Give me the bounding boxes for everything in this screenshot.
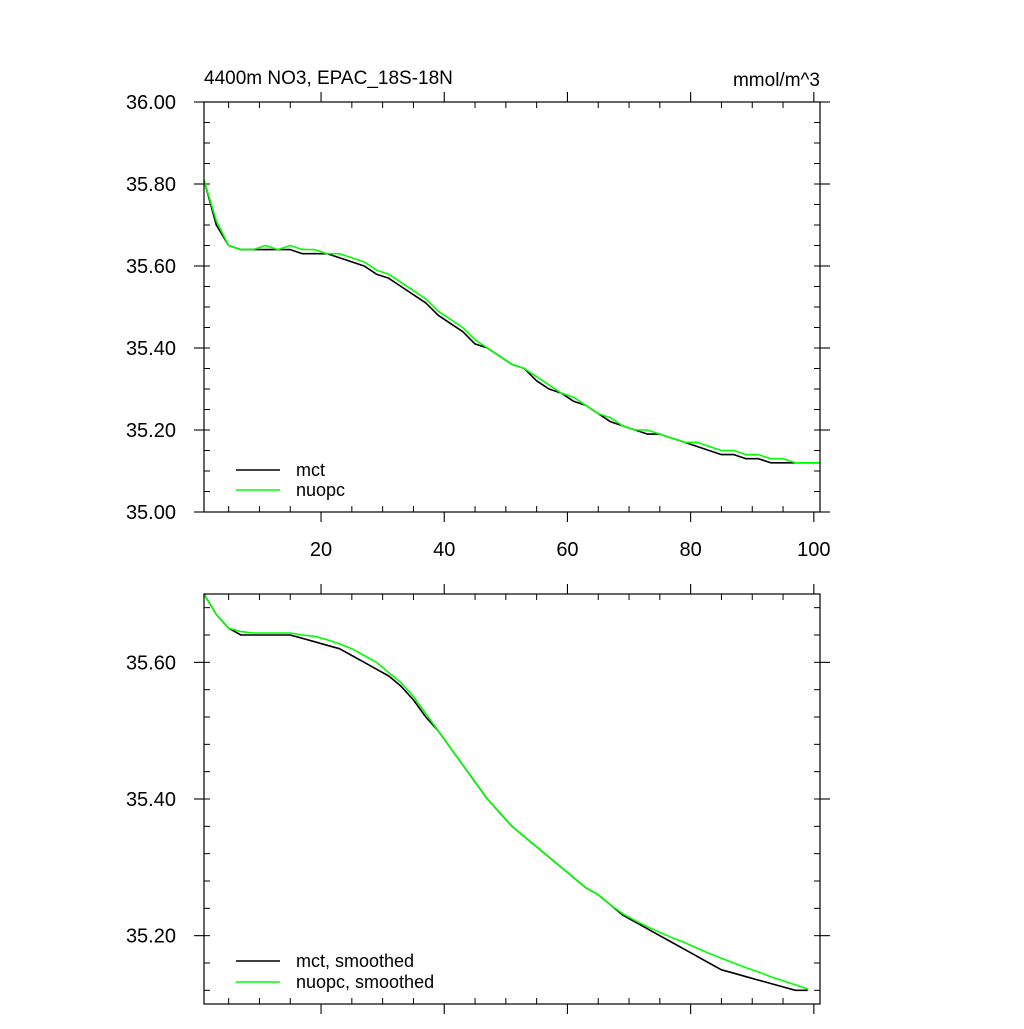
top-panel-tick-labels: 20 40 60 80 100 35.00 35.20 35.40 35.60 35.80 36.0… — [126, 92, 831, 561]
bottom-panel-series — [203, 593, 808, 992]
legend-label-mct-smoothed: mct, smoothed — [296, 951, 414, 971]
y-tick-label: 35.40 — [126, 338, 176, 360]
bottom-panel: 35.20 35.40 35.60 mct, smoothed nuopc, smo… — [126, 584, 830, 1014]
legend-label-nuopc: nuopc — [296, 480, 345, 500]
x-tick-label: 20 — [310, 539, 332, 561]
bottom-panel-tick-labels: 35.20 35.40 35.60 — [126, 584, 830, 1014]
top-panel-units: mmol/m^3 — [733, 70, 820, 91]
y-tick-label: 35.00 — [126, 502, 176, 524]
series-line-nuopc — [203, 179, 820, 464]
x-tick-label: 40 — [433, 539, 455, 561]
top-panel-minor-ticks — [204, 101, 820, 513]
bottom-panel-legend: mct, smoothed nuopc, smoothed — [236, 951, 434, 992]
series-line-nuopc-smoothed — [203, 593, 808, 990]
y-tick-label: 35.20 — [126, 926, 176, 948]
y-tick-label: 35.60 — [126, 652, 176, 674]
bottom-panel-minor-ticks — [204, 594, 820, 1004]
x-tick-label: 100 — [797, 539, 830, 561]
x-tick-label: 60 — [556, 539, 578, 561]
top-panel: 4400m NO3, EPAC_18S-18N mmol/m^3 20 40 60 8… — [126, 68, 831, 561]
series-line-mct-smoothed — [203, 593, 808, 992]
y-tick-label: 36.00 — [126, 92, 176, 114]
legend-label-nuopc-smoothed: nuopc, smoothed — [296, 972, 434, 992]
y-tick-label: 35.20 — [126, 420, 176, 442]
y-tick-label: 35.80 — [126, 174, 176, 196]
top-panel-legend: mct nuopc — [236, 460, 345, 500]
top-panel-series — [203, 179, 820, 464]
top-panel-title: 4400m NO3, EPAC_18S-18N — [204, 68, 453, 89]
x-tick-label: 80 — [680, 539, 702, 561]
bottom-panel-frame — [203, 593, 821, 1005]
y-tick-label: 35.60 — [126, 256, 176, 278]
legend-label-mct: mct — [296, 460, 325, 480]
series-line-mct — [203, 179, 820, 464]
y-tick-label: 35.40 — [126, 789, 176, 811]
top-panel-frame — [203, 101, 821, 513]
